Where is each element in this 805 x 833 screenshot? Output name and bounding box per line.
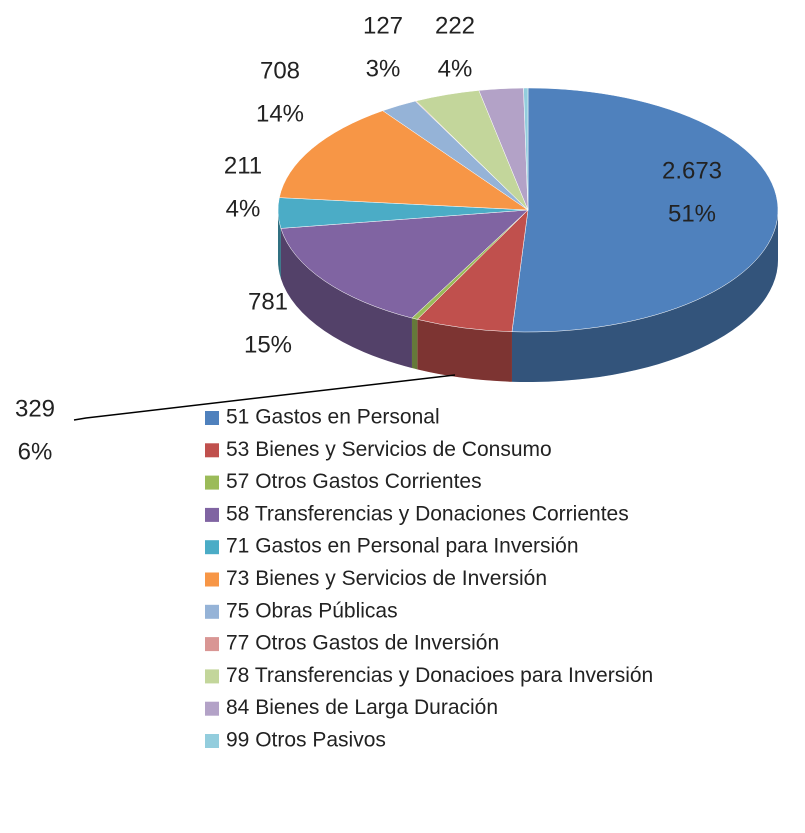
legend-swatch	[205, 669, 219, 684]
slice	[278, 110, 529, 211]
legend-label: 75 Obras Públicas	[226, 599, 398, 622]
legend-label: 73 Bienes y Servicios de Inversión	[226, 567, 547, 590]
percent-label: 51%	[668, 200, 716, 227]
legend-label: 51 Gastos en Personal	[226, 406, 440, 429]
value-label: 781	[248, 288, 288, 315]
legend-label: 78 Transferencias y Donacioes para Inver…	[226, 664, 653, 687]
legend-swatch	[205, 604, 219, 619]
legend-swatch	[205, 507, 219, 522]
legend-swatch	[205, 734, 219, 748]
slice-side-shade	[280, 228, 412, 369]
percent-label: 14%	[256, 100, 304, 127]
legend-label: 84 Bienes de Larga Duración	[226, 696, 498, 719]
legend-label: 57 Otros Gastos Corrientes	[226, 470, 482, 493]
legend-swatch	[205, 443, 219, 458]
slice-side	[511, 210, 778, 382]
value-label: 2.673	[662, 157, 722, 184]
value-label: 708	[260, 57, 300, 84]
slice-side-shade	[278, 210, 281, 279]
value-label: 222	[435, 12, 475, 39]
percent-label: 3%	[366, 55, 401, 82]
legend-label: 53 Bienes y Servicios de Consumo	[226, 438, 552, 461]
legend-swatch	[205, 540, 219, 555]
slice	[511, 87, 779, 333]
legend-label: 77 Otros Gastos de Inversión	[226, 632, 499, 655]
slice-side	[411, 318, 418, 370]
legend-label: 71 Gastos en Personal para Inversión	[226, 535, 579, 558]
legend-label: 99 Otros Pasivos	[226, 729, 386, 752]
slice-side-shade	[417, 319, 512, 382]
legend-swatch	[205, 411, 219, 425]
slice-side	[417, 319, 512, 382]
value-label: 127	[363, 12, 403, 39]
value-label: 211	[224, 152, 262, 179]
value-label: 329	[15, 395, 55, 422]
slice-side-shade	[511, 210, 778, 382]
legend-swatch	[205, 701, 219, 716]
leader-line	[73, 374, 456, 421]
percent-label: 6%	[18, 438, 53, 465]
slice-side-shade	[411, 318, 418, 370]
slice-side	[278, 210, 281, 279]
percent-label: 4%	[226, 195, 261, 222]
percent-label: 4%	[438, 55, 473, 82]
legend-swatch	[205, 637, 219, 652]
slice	[280, 209, 529, 319]
legend-label: 58 Transferencias y Donaciones Corriente…	[226, 502, 629, 525]
slice	[523, 87, 529, 211]
percent-label: 15%	[244, 331, 292, 358]
slice-side	[280, 228, 412, 369]
legend-swatch	[205, 572, 219, 587]
legend-swatch	[205, 475, 219, 490]
